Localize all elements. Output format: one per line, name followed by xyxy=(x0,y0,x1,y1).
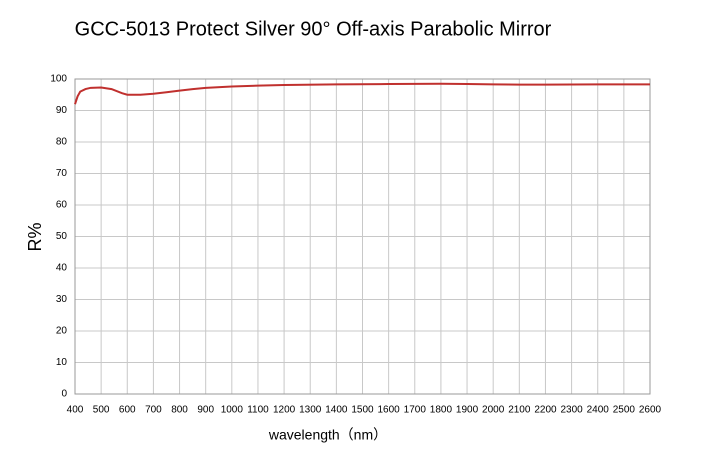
x-tick-label: 2500 xyxy=(613,405,636,416)
y-tick-label: 30 xyxy=(56,294,68,305)
x-tick-label: 1100 xyxy=(247,405,269,416)
x-tick-label: 1700 xyxy=(404,405,427,416)
x-tick-label: 900 xyxy=(197,405,214,416)
x-tick-label: 2400 xyxy=(587,405,610,416)
x-tick-label: 2200 xyxy=(534,405,557,416)
y-tick-label: 70 xyxy=(56,168,68,179)
x-tick-label: 2600 xyxy=(639,405,662,416)
y-axis-label: R% xyxy=(25,222,45,251)
x-tick-label: 800 xyxy=(171,405,188,416)
y-tick-label: 90 xyxy=(56,105,68,116)
x-tick-label: 700 xyxy=(145,405,162,416)
x-tick-label: 2000 xyxy=(482,405,505,416)
y-tick-label: 100 xyxy=(50,74,67,85)
x-tick-label: 600 xyxy=(119,405,136,416)
y-tick-label: 60 xyxy=(56,200,68,211)
x-tick-label: 400 xyxy=(67,405,84,416)
data-line xyxy=(74,82,650,105)
x-tick-label: 1300 xyxy=(299,405,322,416)
y-tick-label: 50 xyxy=(56,231,68,242)
x-tick-label: 1900 xyxy=(456,405,479,416)
x-tick-label: 1600 xyxy=(378,405,401,416)
y-tick-label: 10 xyxy=(56,357,68,368)
x-tick-label: 1200 xyxy=(273,405,296,416)
x-tick-label: 500 xyxy=(93,405,110,416)
y-tick-label: 20 xyxy=(56,326,68,337)
x-axis-label: wavelength（nm） xyxy=(268,427,387,443)
x-tick-label: 2300 xyxy=(560,405,583,416)
x-tick-label: 1000 xyxy=(221,405,244,416)
plot-frame xyxy=(74,78,651,395)
x-tick-label: 1500 xyxy=(351,405,374,416)
y-tick-label: 80 xyxy=(56,137,68,148)
y-tick-label: 0 xyxy=(61,389,67,400)
x-tick-label: 1400 xyxy=(325,405,348,416)
x-tick-label: 2100 xyxy=(508,405,531,416)
y-tick-label: 40 xyxy=(56,263,68,274)
chart-title: GCC-5013 Protect Silver 90° Off-axis Par… xyxy=(75,18,552,40)
x-tick-label: 1800 xyxy=(430,405,453,416)
